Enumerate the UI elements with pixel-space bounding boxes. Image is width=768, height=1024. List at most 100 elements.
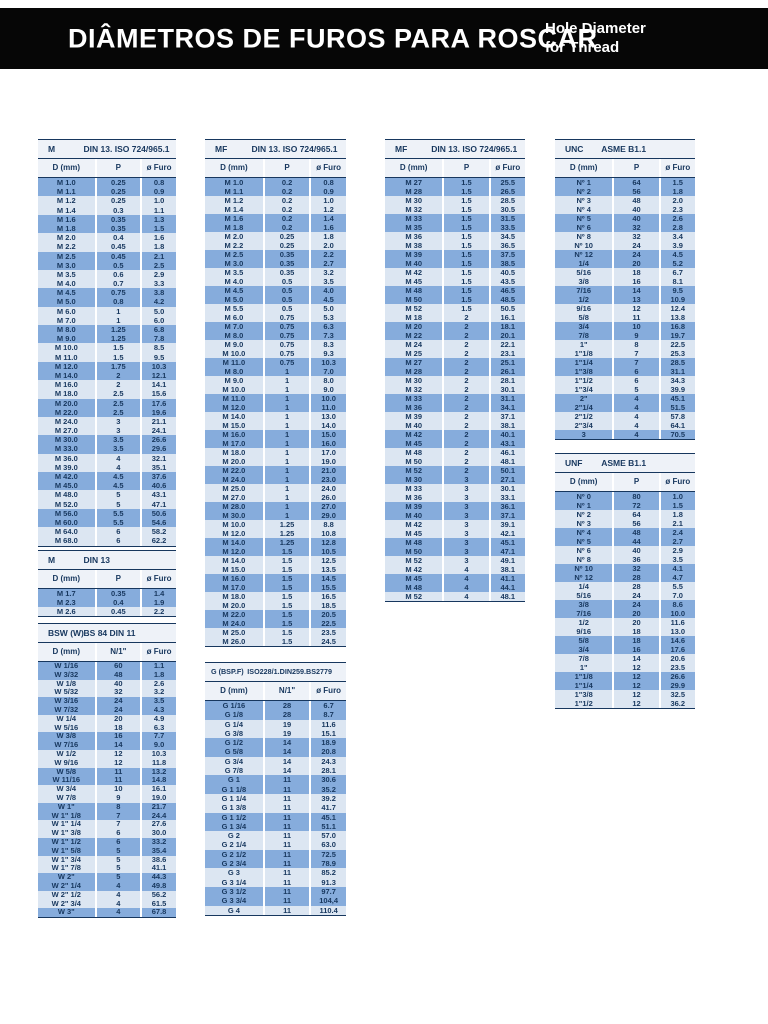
- table-cell: 3: [94, 416, 141, 427]
- table-row: M 30 1.5 28.5: [385, 196, 525, 205]
- table-cell: G 2: [227, 831, 240, 841]
- table-cell: 0.75: [262, 331, 310, 340]
- table-cell: 10.3: [140, 749, 176, 759]
- table-row: W 1" 7/8 5 41.1: [38, 864, 176, 874]
- table-cell: 1.9: [140, 598, 176, 608]
- table-cell: 2: [442, 385, 488, 394]
- table-cell: 40.1: [488, 430, 525, 439]
- table-body: M 1.0 0.2 0.8 M 1.1 0.2 0.9 M 1.2 0.2 1.0 M 1.4 0.…: [205, 178, 346, 646]
- table-cell: M 10.0: [54, 343, 78, 353]
- table-cell: M 15.0: [222, 421, 246, 430]
- table-cell: 2: [94, 380, 141, 390]
- table-cell: 9/16: [576, 627, 591, 636]
- column-header: ø Furo: [658, 473, 695, 491]
- column-header: ø Furo: [140, 159, 176, 177]
- table-cell: 1.8: [658, 510, 695, 519]
- table-cell: 7.3: [309, 331, 346, 340]
- table-cell: 18: [612, 268, 658, 277]
- table-cell: M 18.0: [54, 389, 78, 399]
- table-row: M 14.0 1.5 12.5: [205, 556, 346, 565]
- table-cell: 0.25: [94, 187, 141, 197]
- table-row: G 1/8 28 8.7: [205, 710, 346, 720]
- table-cell: 43.5: [488, 277, 525, 286]
- table-row: Nº 10 32 4.1: [555, 564, 695, 573]
- table-cell: 57.8: [658, 412, 695, 421]
- table-row: M 9.0 0.75 8.3: [205, 340, 346, 349]
- table-cell: 4: [94, 462, 141, 472]
- table-row: M 12.0 1.5 10.5: [205, 547, 346, 556]
- table-cell: 1.8: [140, 670, 176, 680]
- subtitle-line-1: Hole Diameter: [545, 20, 646, 37]
- table-cell: M 4.5: [56, 288, 76, 298]
- table-cell: 20: [94, 714, 141, 724]
- table-row: G 2 1/2 11 72.5: [205, 849, 346, 860]
- table-cell: 0.2: [262, 205, 310, 214]
- table-cell: Nº 3: [576, 196, 591, 205]
- table-cell: M 1.4: [224, 205, 244, 214]
- table-cell: 7.8: [140, 334, 176, 344]
- table-cell: M 12.0: [222, 403, 246, 412]
- table-cell: 10.0: [658, 609, 695, 618]
- table-cell: 67.8: [140, 908, 176, 918]
- table-cell: 14.1: [140, 380, 176, 390]
- table-cell: 1: [262, 493, 310, 502]
- table-cell: 5: [94, 873, 141, 882]
- table-cell: G 3 1/2: [221, 886, 247, 896]
- table-cell: W 1" 1/2: [51, 837, 81, 846]
- table-cell: 12: [612, 672, 658, 681]
- table-row: G 3/4 14 24.3: [205, 756, 346, 767]
- table-cell: 25.5: [488, 178, 525, 187]
- table-cell: 31.1: [488, 394, 525, 403]
- table-cell: M 11.0: [55, 352, 78, 362]
- table-cell: 32.5: [658, 690, 695, 699]
- table-cell: 26.5: [488, 187, 525, 196]
- table-title-standard: M: [48, 144, 56, 154]
- table-row: M 14.0 2 12.1: [38, 370, 176, 381]
- table-cell: 2: [442, 322, 488, 331]
- table-cell: 1.5: [262, 637, 310, 646]
- table-row: M 2.2 0.45 1.8: [38, 242, 176, 252]
- table-cell: 7.7: [140, 732, 176, 742]
- table-cell: 7.0: [309, 367, 346, 376]
- table-row: M 26.0 1.5 24.5: [205, 637, 346, 646]
- table-cell: 7: [612, 358, 658, 367]
- table-cell: 43.1: [488, 439, 525, 448]
- table-cell: 1.5: [442, 178, 488, 187]
- table-row: M 3.5 0.35 3.2: [205, 268, 346, 277]
- table-cell: W 3/4: [56, 785, 77, 794]
- table-cell: 1: [262, 376, 310, 385]
- table-title: UNF ASME B1.1: [555, 454, 695, 473]
- table-row: M 52 2 50.1: [385, 466, 525, 475]
- table-row: M 1.2 0.2 1.0: [205, 196, 346, 205]
- table-title: M DIN 13. ISO 724/965.1: [38, 140, 176, 159]
- table-cell: 20.6: [658, 654, 695, 663]
- table-cell: 14: [262, 756, 310, 767]
- table-cell: M 60.0: [54, 517, 78, 527]
- table-row: M 30 2 28.1: [385, 376, 525, 385]
- table-cell: 2: [442, 340, 488, 349]
- table-cell: 0.7: [94, 279, 141, 289]
- table-cell: 80: [612, 492, 658, 501]
- table-cell: 11.6: [309, 719, 346, 729]
- table-row: 1" 8 22.5: [555, 340, 695, 349]
- table-cell: 47.1: [140, 499, 176, 509]
- table-row: M 10.0 0.75 9.3: [205, 349, 346, 358]
- table-cell: 3.2: [140, 688, 176, 698]
- table-row: 5/8 18 14.6: [555, 636, 695, 645]
- table-cell: 56.2: [140, 890, 176, 900]
- table-cell: W 1/4: [56, 714, 77, 723]
- table-cell: 2.5: [94, 398, 141, 408]
- table-title-standard: MF: [215, 144, 228, 154]
- table-cell: M 50: [405, 457, 423, 466]
- table-cell: 24.0: [309, 484, 346, 493]
- table-cell: 1.1: [140, 662, 176, 671]
- table-cell: M 11.0: [222, 394, 246, 403]
- table-row: M 11.0 1.5 9.5: [38, 352, 176, 362]
- table-row: M 15.0 1.5 13.5: [205, 565, 346, 574]
- table-cell: G 7/8: [224, 766, 244, 776]
- table-cell: M 36: [405, 232, 423, 241]
- table-cell: 3: [442, 511, 488, 520]
- table-cell: 1"3/8: [574, 367, 593, 376]
- table-row: G 1/2 14 18.9: [205, 738, 346, 748]
